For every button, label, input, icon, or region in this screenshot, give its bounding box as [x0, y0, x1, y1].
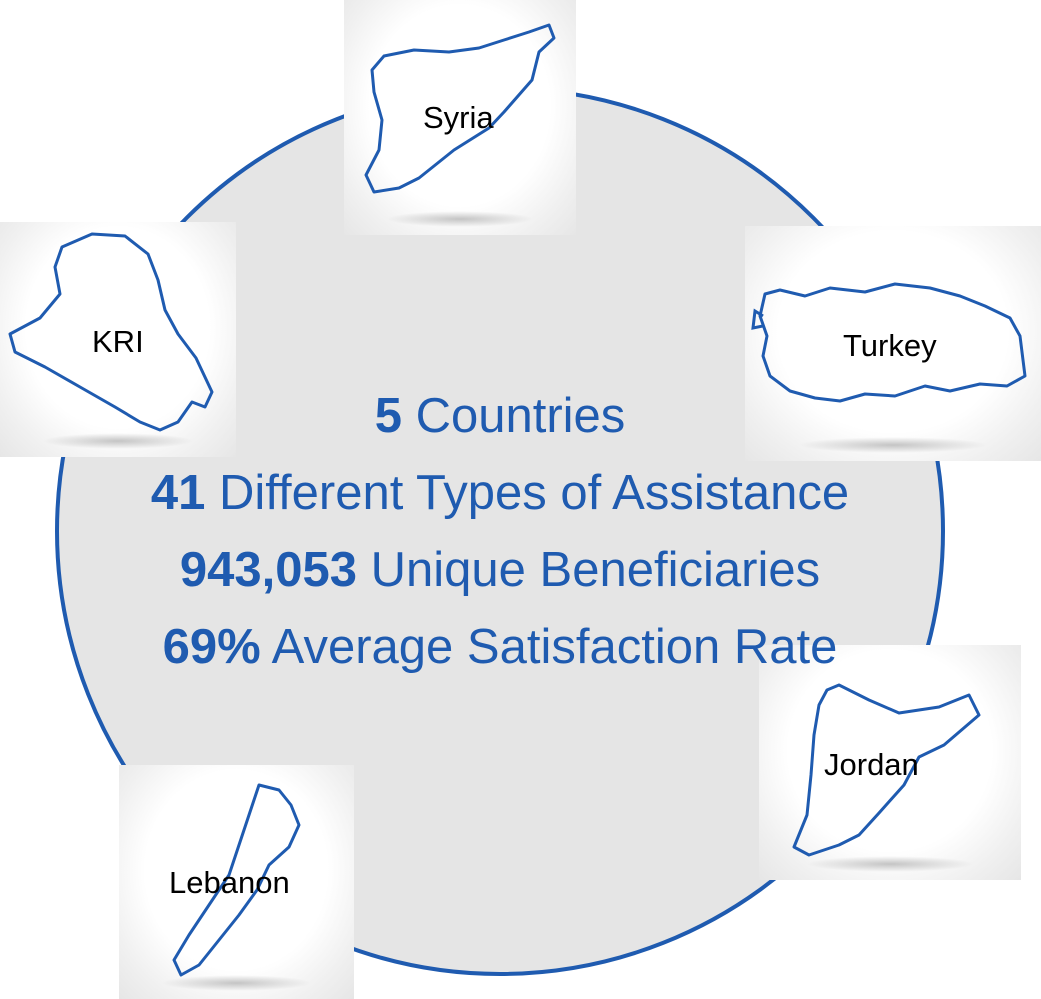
stat-text: Countries — [415, 389, 626, 443]
country-label-syria: Syria — [423, 100, 494, 135]
stat-value: 41 — [150, 466, 206, 520]
syria-map-icon — [364, 23, 556, 194]
stat-value: 943,053 — [179, 543, 358, 597]
stat-line-satisfaction: 69% Average Satisfaction Rate — [55, 609, 945, 686]
stat-value: 5 — [374, 389, 402, 443]
stat-text: Average Satisfaction Rate — [271, 620, 838, 674]
turkey-map-icon — [751, 282, 1027, 403]
country-tile-syria: Syria — [344, 0, 576, 235]
stat-line-beneficiaries: 943,053 Unique Beneficiaries — [55, 532, 945, 609]
stat-text: Unique Beneficiaries — [370, 543, 821, 597]
stat-text: Different Types of Assistance — [219, 466, 850, 520]
country-tile-lebanon: Lebanon — [119, 765, 354, 999]
country-tile-turkey: Turkey — [745, 226, 1041, 461]
tile-shadow — [385, 211, 535, 227]
stat-line-assistance-types: 41 Different Types of Assistance — [55, 455, 945, 532]
country-label-turkey: Turkey — [843, 328, 937, 363]
country-tile-kri: KRI — [0, 222, 236, 457]
tile-shadow — [161, 975, 312, 991]
country-tile-jordan: Jordan — [759, 645, 1021, 880]
country-label-kri: KRI — [92, 324, 144, 359]
country-label-jordan: Jordan — [824, 747, 919, 782]
jordan-map-icon — [792, 683, 981, 857]
stat-line-countries: 5 Countries — [55, 378, 945, 455]
country-label-lebanon: Lebanon — [169, 865, 290, 900]
tile-shadow — [42, 433, 194, 449]
stat-value: 69% — [162, 620, 261, 674]
kri-map-icon — [8, 232, 214, 432]
tile-shadow — [798, 437, 988, 453]
stats-block: 5 Countries 41 Different Types of Assist… — [55, 378, 945, 686]
lebanon-map-icon — [172, 783, 301, 977]
tile-shadow — [806, 856, 974, 872]
